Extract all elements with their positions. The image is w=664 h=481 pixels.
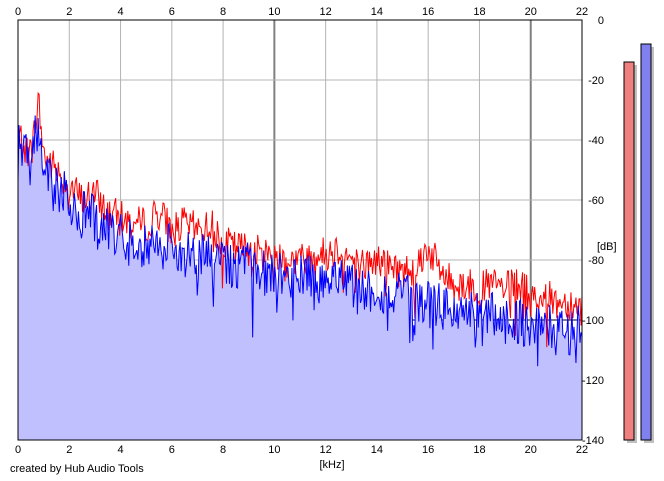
x-tick-label-top: 22: [576, 6, 588, 18]
x-tick-label-top: 0: [15, 6, 21, 18]
y-axis-label: [dB]: [597, 241, 617, 253]
y-tick-label: -20: [588, 75, 604, 87]
y-tick-label: 0: [598, 15, 604, 27]
meter-left: [623, 61, 635, 441]
y-tick-label: -40: [588, 135, 604, 147]
x-tick-label-top: 12: [320, 6, 332, 18]
x-tick-label-bottom: 18: [473, 444, 485, 456]
x-tick-label-bottom: 2: [66, 444, 72, 456]
x-tick-label-top: 8: [220, 6, 226, 18]
y-tick-label: -60: [588, 195, 604, 207]
plot-frame: [17, 19, 583, 441]
spectrum-fill-area: [18, 115, 582, 440]
level-meters: [623, 43, 654, 443]
y-tick-label: -140: [582, 435, 604, 447]
x-tick-labels-top: 0 2 4 6 8 10 12 14 16 18 20 22: [15, 6, 588, 18]
x-tick-labels-bottom: 0 2 4 6 8 10 12 14 16 18 20 22: [15, 444, 588, 456]
meter-right: [640, 43, 652, 441]
y-tick-label: -120: [582, 375, 604, 387]
x-tick-label-top: 14: [371, 6, 383, 18]
x-tick-label-bottom: 6: [169, 444, 175, 456]
x-tick-label-top: 10: [268, 6, 280, 18]
x-tick-label-bottom: 12: [320, 444, 332, 456]
x-tick-label-top: 2: [66, 6, 72, 18]
y-tick-label: -80: [588, 255, 604, 267]
x-tick-label-bottom: 8: [220, 444, 226, 456]
series-line-right-channel: [17, 115, 583, 367]
x-tick-label-bottom: 20: [525, 444, 537, 456]
x-tick-label-top: 6: [169, 6, 175, 18]
y-tick-labels: 0 -20 -40 -60 -80 -100 -120 -140: [582, 15, 604, 447]
credit-text: created by Hub Audio Tools: [10, 463, 144, 475]
x-tick-label-bottom: 4: [117, 444, 123, 456]
x-axis-label: [kHz]: [319, 459, 344, 471]
x-tick-label-bottom: 14: [371, 444, 383, 456]
x-tick-label-bottom: 10: [268, 444, 280, 456]
x-tick-label-top: 4: [117, 6, 123, 18]
x-tick-label-bottom: 16: [422, 444, 434, 456]
x-tick-label-top: 20: [525, 6, 537, 18]
x-tick-label-top: 16: [422, 6, 434, 18]
y-tick-label: -100: [582, 315, 604, 327]
x-tick-label-bottom: 22: [576, 444, 588, 456]
x-tick-label-top: 18: [473, 6, 485, 18]
x-tick-label-bottom: 0: [15, 444, 21, 456]
